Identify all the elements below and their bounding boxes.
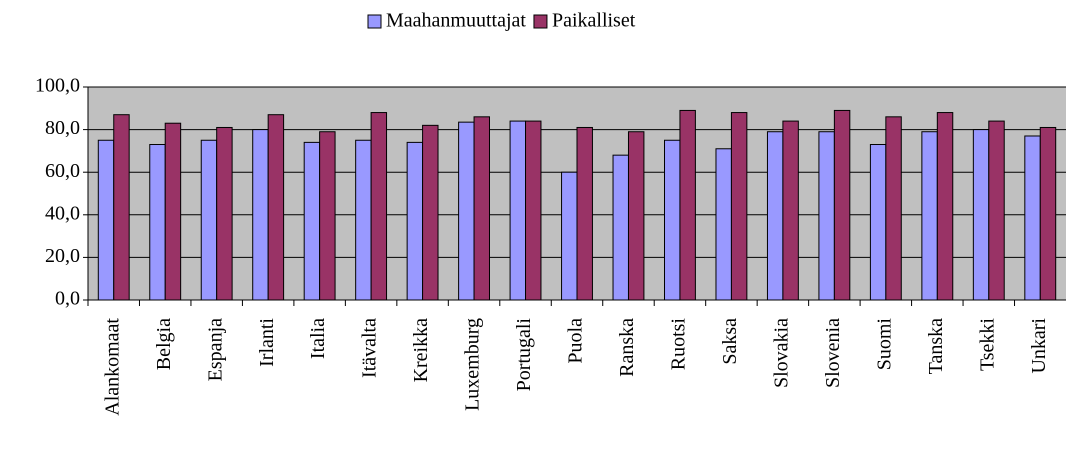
x-tick-label: Belgia xyxy=(153,318,175,370)
y-tick-label: 60,0 xyxy=(45,160,80,182)
bar xyxy=(936,112,954,301)
x-tick-label: Italia xyxy=(307,318,329,359)
bar xyxy=(715,148,732,301)
bar xyxy=(1024,135,1041,301)
bar xyxy=(267,114,285,301)
bar xyxy=(252,129,269,301)
x-tick-label: Slovenia xyxy=(822,318,844,388)
bar xyxy=(921,131,938,301)
bar xyxy=(509,120,527,301)
x-tick-label: Irlanti xyxy=(256,318,278,367)
x-tick-label: Espanja xyxy=(204,318,226,381)
bar xyxy=(525,120,542,301)
legend-swatch xyxy=(367,14,382,29)
bar xyxy=(370,112,388,301)
x-tick-label: Luxemburg xyxy=(462,318,484,411)
bar xyxy=(766,131,784,301)
bar xyxy=(576,126,593,301)
x-tick-label: Unkari xyxy=(1028,318,1050,374)
bar xyxy=(113,114,130,301)
y-tick-label: 20,0 xyxy=(45,245,80,267)
x-tick-label: Puola xyxy=(565,318,587,364)
bar xyxy=(473,116,490,301)
bar xyxy=(818,131,835,301)
x-tick-label: Saksa xyxy=(719,318,741,365)
bar xyxy=(149,144,166,301)
bar xyxy=(730,112,748,301)
bar xyxy=(406,141,424,301)
x-tick-label: Tanska xyxy=(925,318,947,374)
x-tick-label: Portugali xyxy=(513,318,535,392)
bar xyxy=(1039,126,1057,301)
bar xyxy=(355,139,372,301)
x-tick-label: Suomi xyxy=(873,318,895,371)
bar xyxy=(164,122,182,301)
bar xyxy=(612,154,629,301)
y-tick-label: 100,0 xyxy=(35,75,80,97)
bar xyxy=(458,121,475,301)
x-tick-label: Ruotsi xyxy=(668,318,690,371)
legend-label: Paikalliset xyxy=(552,10,636,32)
x-tick-label: Slovakia xyxy=(770,318,792,388)
bar xyxy=(627,131,645,301)
bar xyxy=(972,129,990,301)
bar xyxy=(679,109,696,301)
x-tick-label: Kreikka xyxy=(410,318,432,383)
y-tick-label: 40,0 xyxy=(45,202,80,224)
bar xyxy=(885,116,902,301)
bar xyxy=(319,131,336,301)
bar xyxy=(664,139,681,301)
x-tick-label: Tsekki xyxy=(976,318,998,371)
bar xyxy=(303,141,321,301)
y-tick-label: 0,0 xyxy=(55,288,80,310)
bar xyxy=(561,171,578,301)
x-tick-label: Alankomaat xyxy=(101,318,123,416)
legend-label: Maahanmuuttajat xyxy=(386,10,526,32)
legend-swatch xyxy=(533,14,548,29)
bar xyxy=(869,144,887,301)
bar xyxy=(97,139,115,301)
y-tick-label: 80,0 xyxy=(45,117,80,139)
bar xyxy=(988,120,1005,301)
bar xyxy=(200,139,218,301)
bar xyxy=(782,120,799,301)
x-tick-label: Ranska xyxy=(616,318,638,377)
bar xyxy=(833,109,851,301)
bar xyxy=(422,124,439,301)
bar xyxy=(216,126,233,301)
x-tick-label: Itävalta xyxy=(359,318,381,378)
